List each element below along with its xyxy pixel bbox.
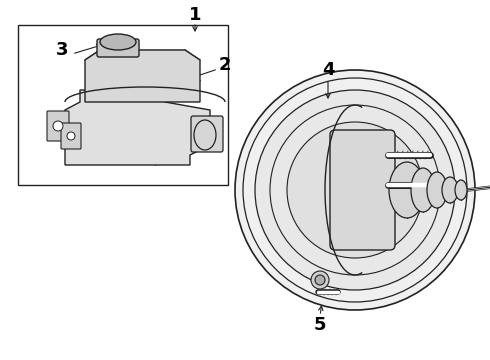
Circle shape xyxy=(315,275,325,285)
FancyBboxPatch shape xyxy=(61,123,81,149)
Text: 4: 4 xyxy=(322,61,334,79)
Polygon shape xyxy=(85,50,200,102)
Circle shape xyxy=(311,271,329,289)
FancyBboxPatch shape xyxy=(97,39,139,57)
Ellipse shape xyxy=(99,36,137,56)
Ellipse shape xyxy=(389,162,425,218)
Text: 2: 2 xyxy=(219,56,231,74)
Ellipse shape xyxy=(411,168,435,212)
Text: 1: 1 xyxy=(189,6,201,24)
Ellipse shape xyxy=(255,90,455,290)
Ellipse shape xyxy=(235,70,475,310)
Ellipse shape xyxy=(427,172,447,208)
Text: 3: 3 xyxy=(56,41,68,59)
Ellipse shape xyxy=(287,122,423,258)
Ellipse shape xyxy=(442,177,458,203)
FancyBboxPatch shape xyxy=(330,130,395,250)
Bar xyxy=(18,25,228,185)
FancyBboxPatch shape xyxy=(47,111,69,141)
Circle shape xyxy=(67,132,75,140)
Ellipse shape xyxy=(194,120,216,150)
FancyBboxPatch shape xyxy=(191,116,223,152)
Ellipse shape xyxy=(455,180,467,200)
Ellipse shape xyxy=(100,34,136,50)
Text: 5: 5 xyxy=(314,316,326,334)
Circle shape xyxy=(53,121,63,131)
Polygon shape xyxy=(65,90,210,165)
